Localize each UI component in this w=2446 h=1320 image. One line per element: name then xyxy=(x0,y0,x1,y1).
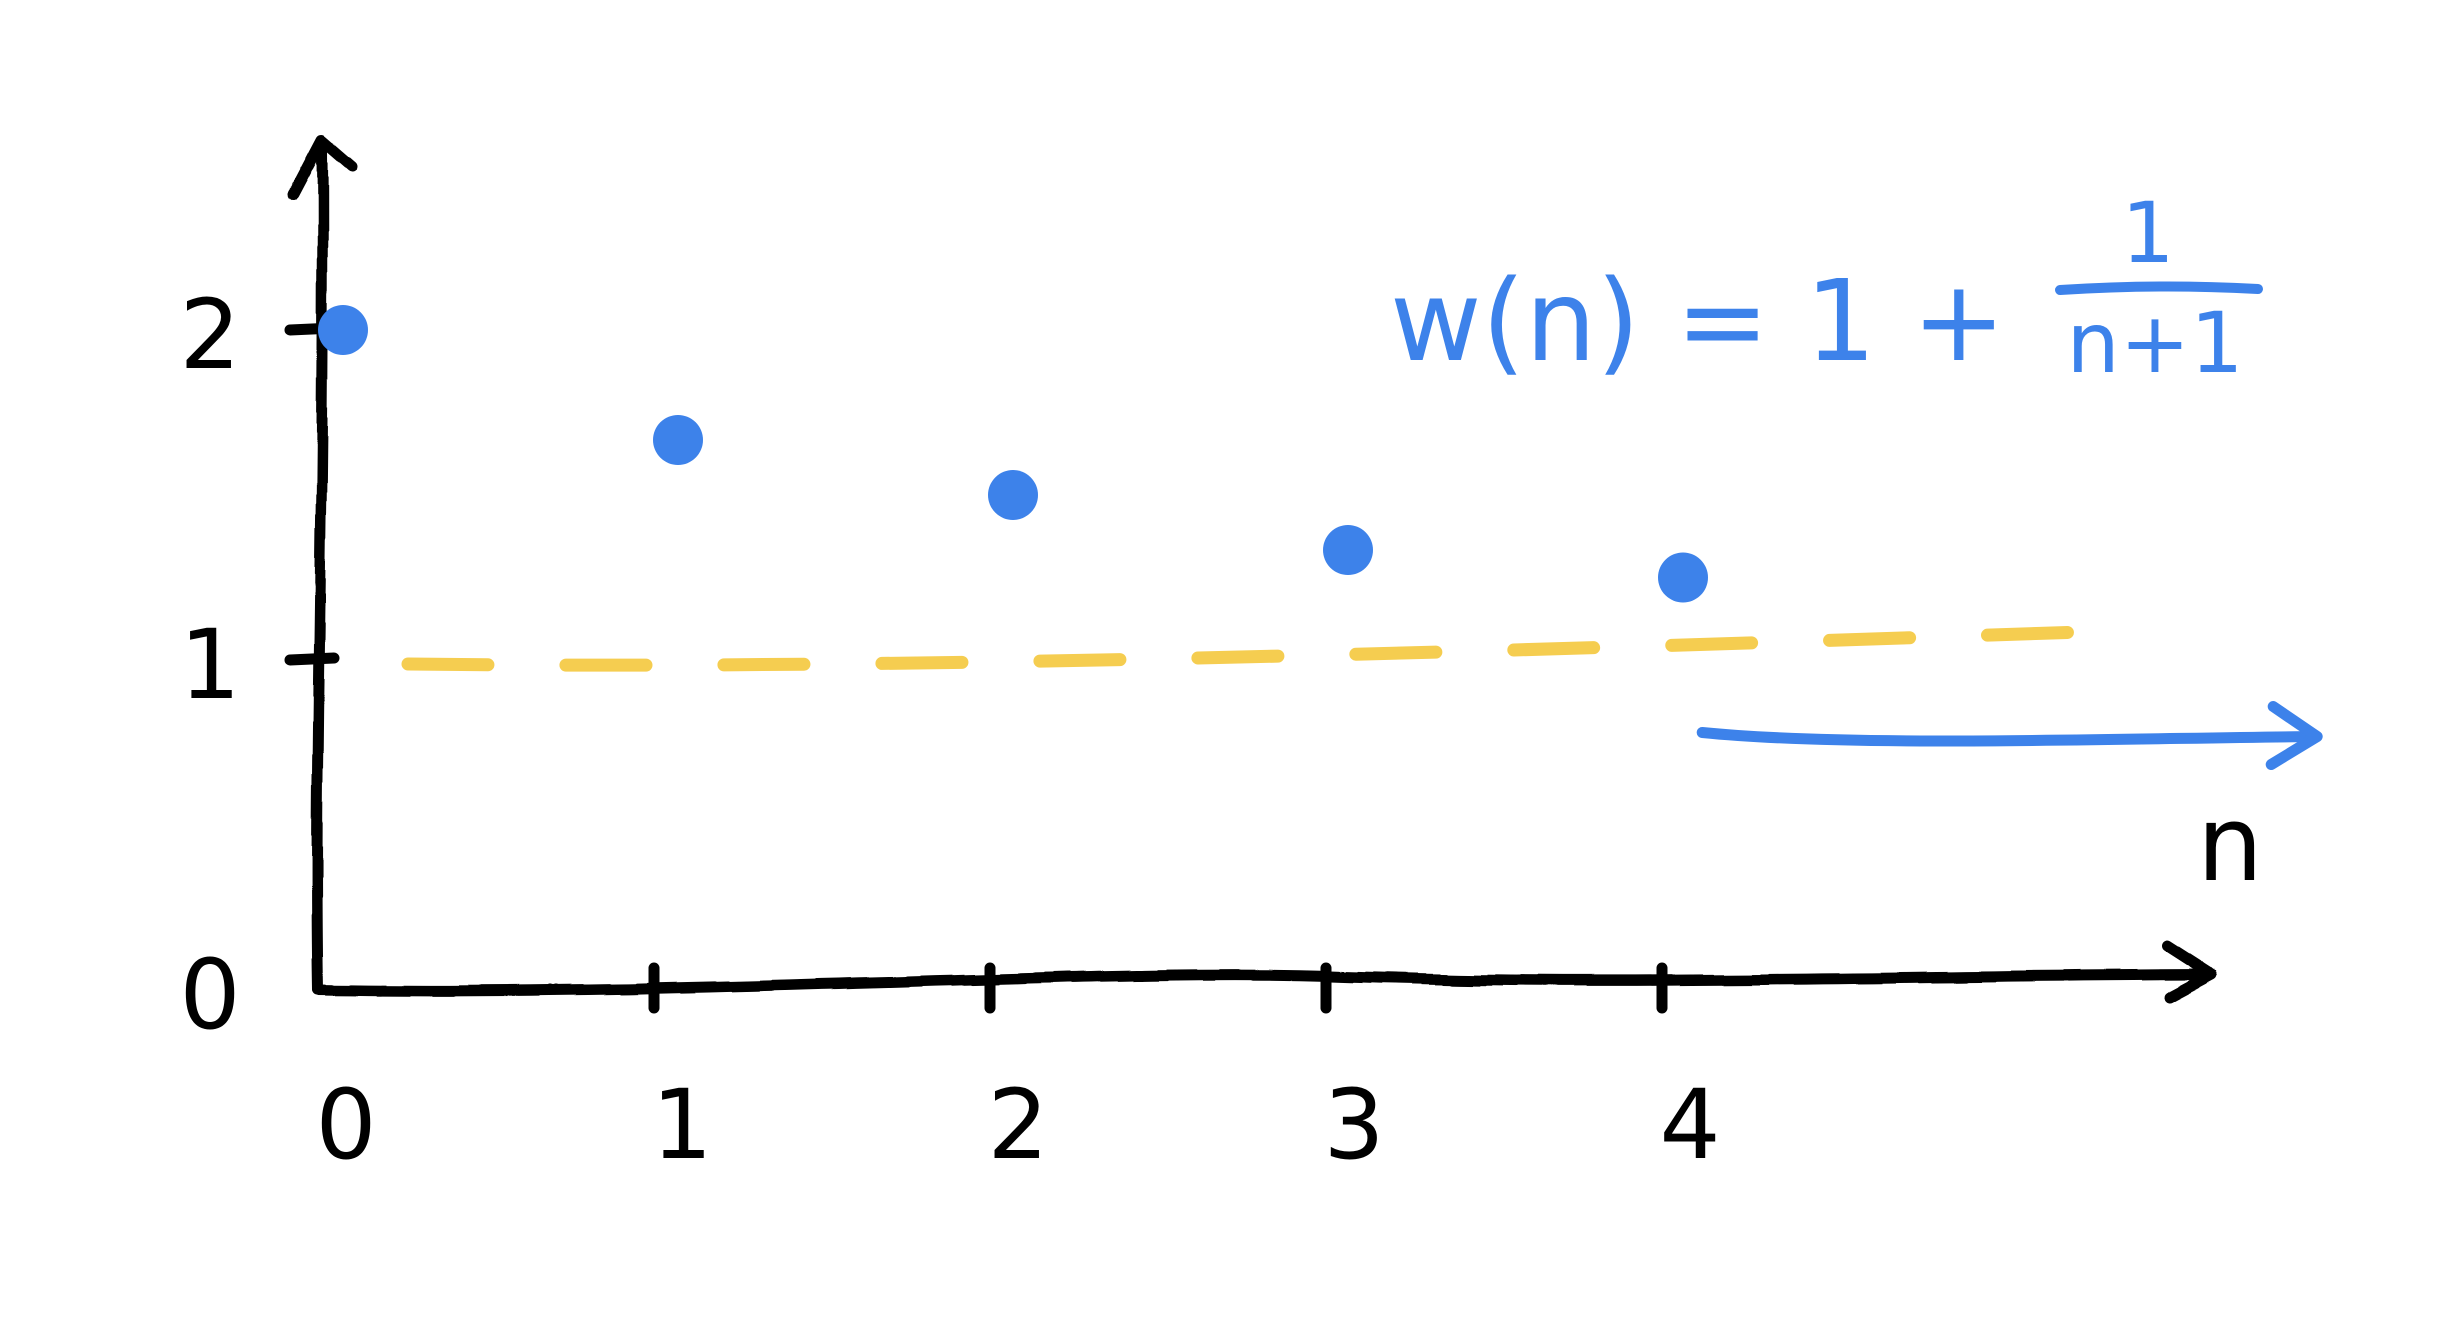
x-axis-label: n xyxy=(2197,783,2263,905)
data-points xyxy=(318,305,1708,603)
tick-labels: 0 1 2 3 4 0 1 2 xyxy=(179,279,1720,1181)
formula-numerator: 1 xyxy=(2121,184,2174,282)
trend-arrow-head xyxy=(2265,701,2323,770)
formula-denominator: n+1 xyxy=(2066,294,2243,392)
x-axis-line xyxy=(312,969,2214,997)
y-axis-arrowhead xyxy=(287,134,358,201)
y-axis-line xyxy=(311,139,328,996)
x-tick-label-0: 0 xyxy=(315,1069,376,1181)
ticks xyxy=(284,322,1668,1014)
data-point-4 xyxy=(1658,552,1708,603)
y-tick-label-2: 2 xyxy=(179,279,240,391)
y-tick-label-1: 1 xyxy=(179,609,240,721)
y-tick-1 xyxy=(284,652,340,666)
x-tick-label-1: 1 xyxy=(651,1069,712,1181)
x-tick-label-3: 3 xyxy=(1323,1069,1384,1181)
data-point-2 xyxy=(988,470,1038,520)
data-point-3 xyxy=(1323,525,1373,576)
trend-arrow-shaft xyxy=(1696,727,2321,747)
y-tick-label-0: 0 xyxy=(179,939,240,1051)
formula-fraction-bar xyxy=(2055,281,2263,295)
x-tick-label-2: 2 xyxy=(987,1069,1048,1181)
reference-line xyxy=(401,623,2147,672)
trend-arrow xyxy=(1696,701,2323,770)
formula-lhs: w(n) = 1 + xyxy=(1390,257,2006,387)
data-point-1 xyxy=(653,414,703,465)
x-tick-label-4: 4 xyxy=(1659,1069,1720,1181)
reference-line-y-1 xyxy=(401,623,2147,672)
formula-annotation: w(n) = 1 + 1 n+1 xyxy=(1390,184,2263,392)
x-axis-arrowhead xyxy=(2162,940,2219,1004)
data-point-0 xyxy=(318,305,368,355)
